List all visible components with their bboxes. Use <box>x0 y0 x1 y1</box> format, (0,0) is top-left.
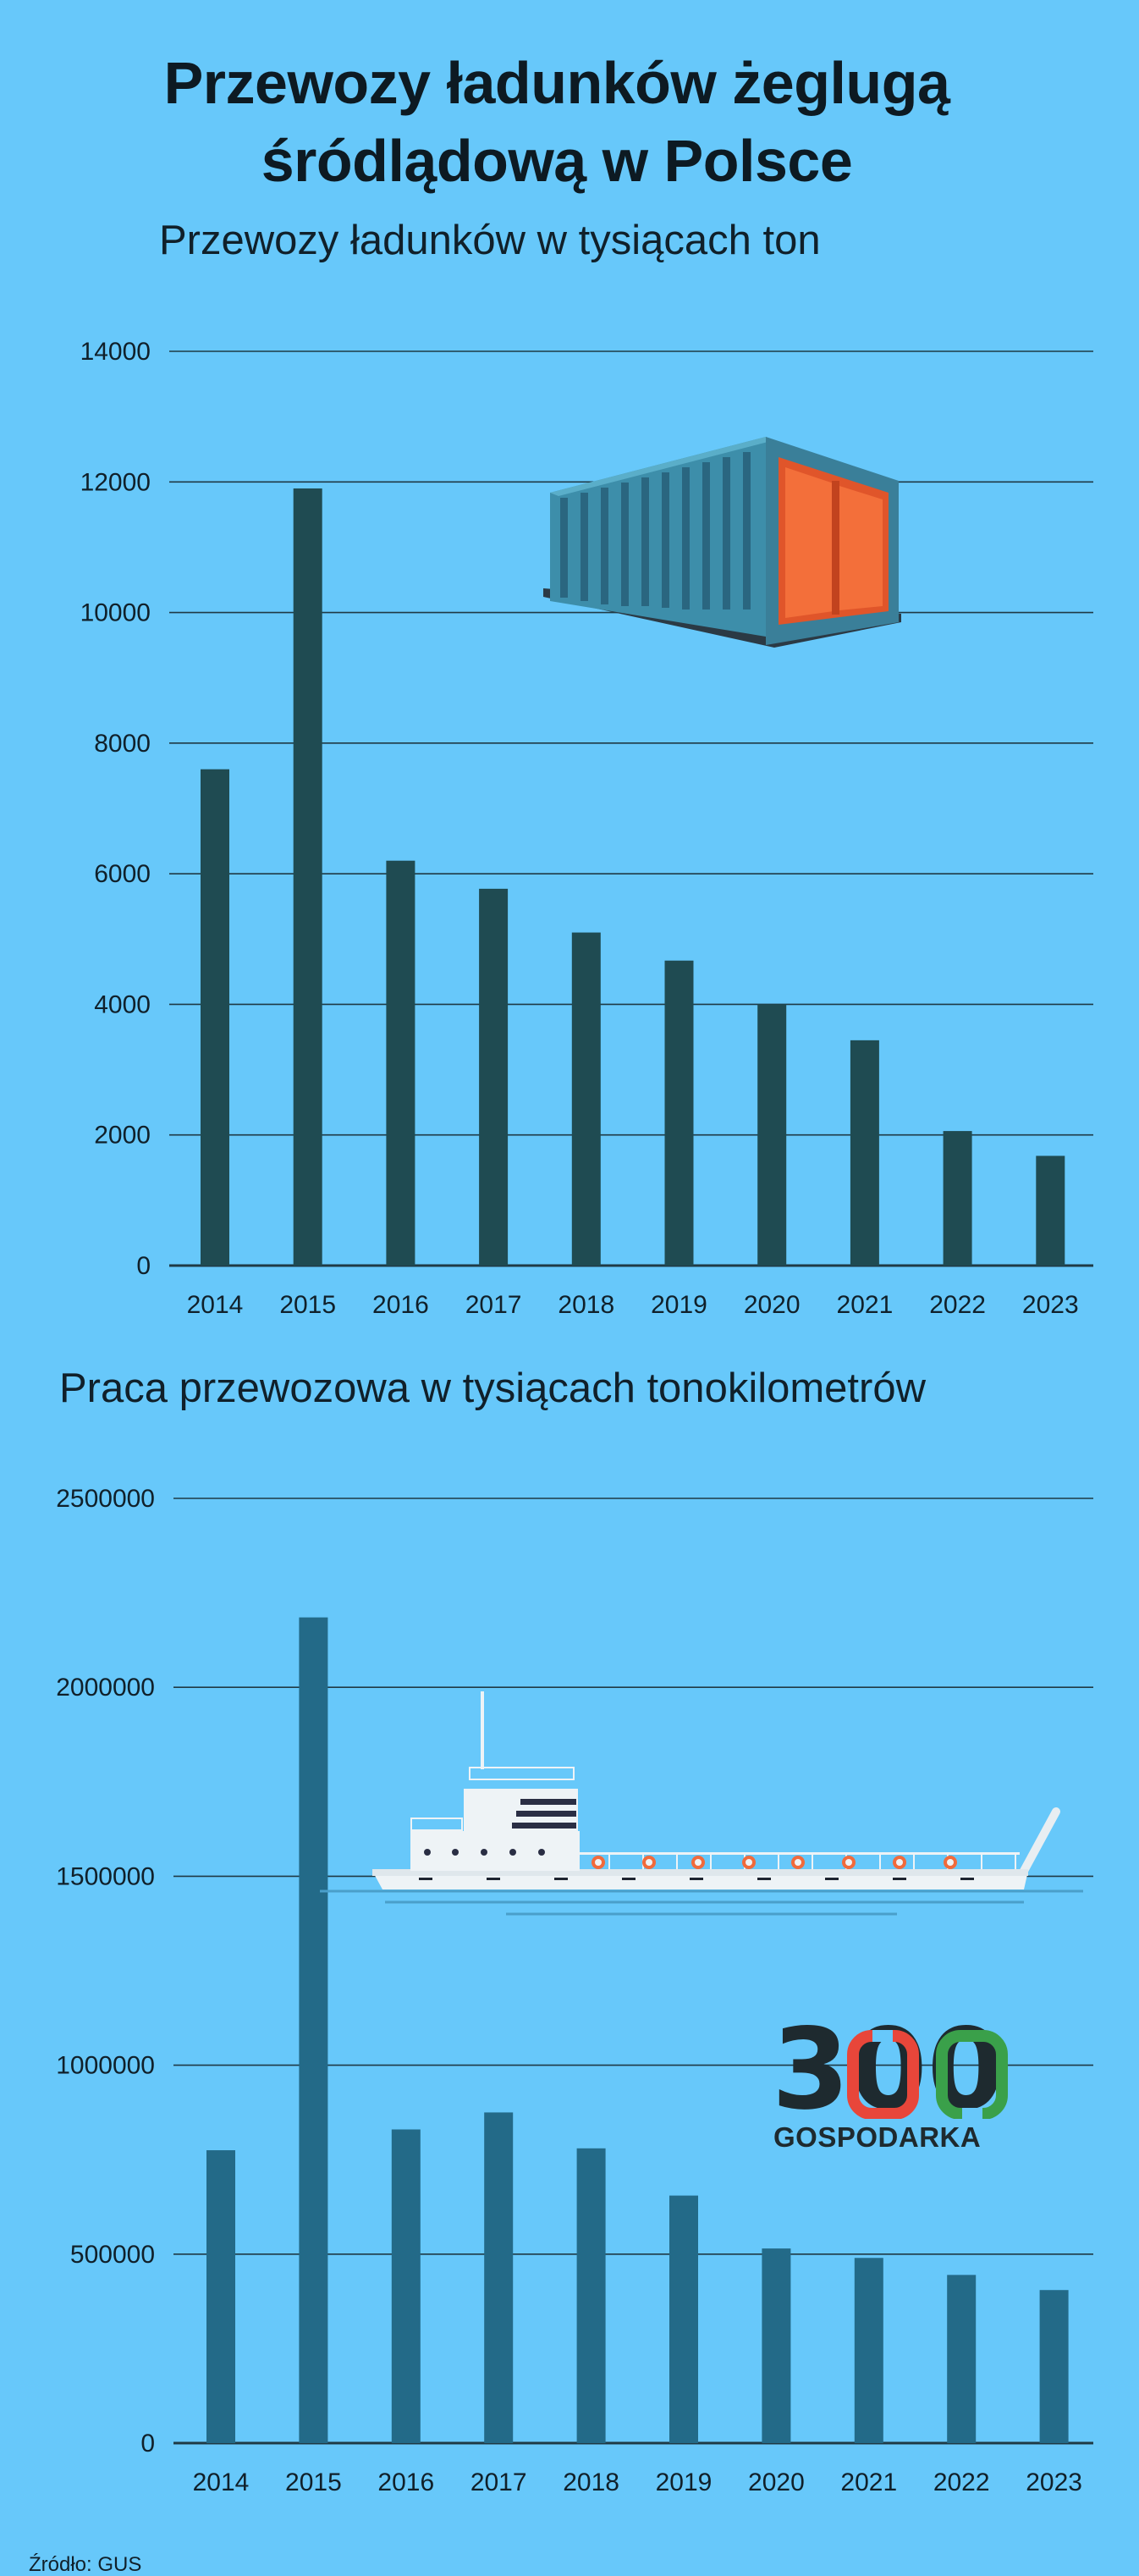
bar <box>947 2275 977 2443</box>
chart1-title: Przewozy ładunków w tysiącach ton <box>159 218 821 263</box>
y-tick-label: 2000000 <box>56 1674 155 1702</box>
x-tick-label: 2015 <box>285 2468 342 2496</box>
chart1-plot: 0 2000 4000 6000 8000 10000 12000 14000 2014 2015… <box>80 338 1093 1319</box>
x-tick-label: 2023 <box>1022 1291 1079 1319</box>
bar <box>943 1131 972 1266</box>
y-tick-label: 1000000 <box>56 2052 155 2080</box>
x-tick-label: 2015 <box>279 1291 336 1319</box>
page-title-line: Przewozy ładunków żeglugą <box>163 50 950 116</box>
x-tick-label: 2022 <box>933 2468 990 2496</box>
bar <box>299 1617 328 2443</box>
x-tick-label: 2021 <box>837 1291 894 1319</box>
x-tick-label: 2018 <box>563 2468 619 2496</box>
y-tick-label: 4000 <box>94 990 151 1018</box>
x-tick-label: 2020 <box>744 1291 801 1319</box>
bar <box>850 1040 879 1266</box>
x-tick-label: 2023 <box>1026 2468 1082 2496</box>
y-tick-label: 2000 <box>94 1122 151 1150</box>
page-title: Przewozy ładunków żeglugą śródlądową w Po… <box>0 44 1114 200</box>
bar <box>576 2148 606 2443</box>
x-tick-label: 2018 <box>558 1291 614 1319</box>
bar <box>201 769 229 1266</box>
bar <box>762 2248 791 2443</box>
bar <box>854 2258 883 2443</box>
x-tick-label: 2021 <box>840 2468 897 2496</box>
x-tick-label: 2014 <box>187 1291 244 1319</box>
bar <box>571 932 601 1266</box>
y-tick-label: 500000 <box>70 2241 155 2269</box>
y-tick-label: 1500000 <box>56 1862 155 1890</box>
bar <box>664 960 694 1266</box>
x-tick-label: 2017 <box>465 1291 522 1319</box>
x-tick-label: 2020 <box>748 2468 805 2496</box>
x-tick-label: 2022 <box>929 1291 986 1319</box>
y-tick-label: 10000 <box>80 599 151 627</box>
bar <box>206 2150 235 2443</box>
x-tick-label: 2019 <box>656 2468 713 2496</box>
bar <box>1039 2290 1069 2443</box>
page-title-line: śródlądową w Polsce <box>261 128 853 194</box>
x-tick-label: 2016 <box>372 1291 429 1319</box>
bar <box>484 2112 514 2443</box>
bar <box>386 860 415 1266</box>
source-note: Źródło: GUS <box>29 2553 142 2576</box>
chart2-title: Praca przewozowa w tysiącach tonokilomet… <box>59 1365 926 1411</box>
bar <box>1036 1156 1065 1266</box>
logo-text: GOSPODARKA <box>773 2121 982 2153</box>
barge-ship-illustration <box>320 1691 1083 1916</box>
bar <box>479 888 509 1266</box>
x-tick-label: 2017 <box>470 2468 527 2496</box>
x-tick-label: 2014 <box>193 2468 250 2496</box>
x-tick-label: 2019 <box>651 1291 707 1319</box>
bar <box>669 2195 698 2443</box>
shipping-container-illustration <box>543 437 901 648</box>
y-tick-label: 14000 <box>80 338 151 366</box>
chart2-plot: 0 500000 1000000 1500000 2000000 2500000 2014 2… <box>56 1485 1093 2496</box>
x-tick-label: 2016 <box>377 2468 434 2496</box>
logo-zeros-icon <box>847 2030 1008 2119</box>
y-tick-label: 0 <box>136 1252 151 1280</box>
y-tick-label: 2500000 <box>56 1485 155 1513</box>
bar <box>757 1004 787 1266</box>
bar <box>391 2129 421 2443</box>
bar <box>293 488 322 1266</box>
y-tick-label: 6000 <box>94 860 151 888</box>
y-tick-label: 8000 <box>94 730 151 758</box>
y-tick-label: 0 <box>140 2430 155 2457</box>
y-tick-label: 12000 <box>80 468 151 496</box>
